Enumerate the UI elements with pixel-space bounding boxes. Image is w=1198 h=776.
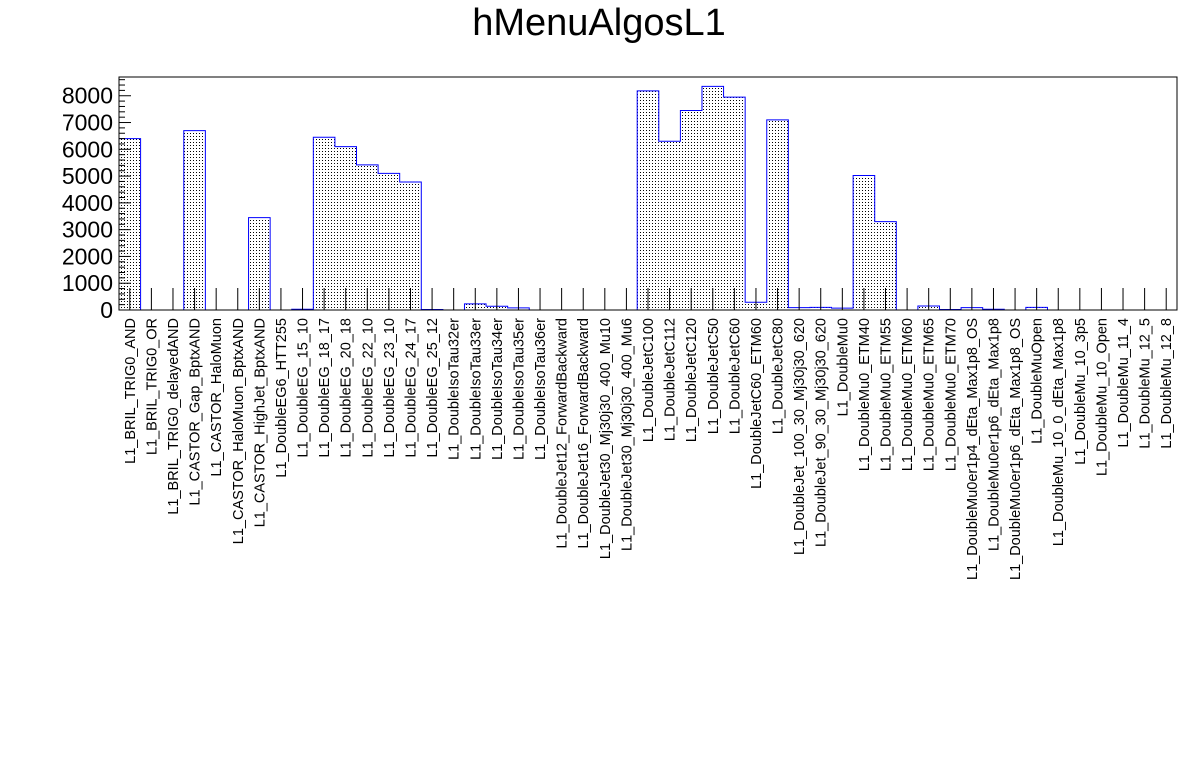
bar: [766, 119, 789, 310]
bar: [723, 97, 746, 310]
y-tick-label: 6000: [62, 136, 113, 162]
x-tick-label: L1_CASTOR_HighJet_BptxAND: [252, 318, 268, 527]
x-tick-label: L1_DoubleJet_100_30_Mj30j30_620: [792, 318, 808, 555]
y-tick-label: 7000: [62, 110, 113, 136]
x-tick-label: L1_DoubleMu0_ETM70: [943, 318, 959, 471]
y-tick-label: 4000: [62, 190, 113, 216]
chart-title: hMenuAlgosL1: [472, 2, 726, 44]
x-tick-label: L1_BRIL_TRIG0_AND: [123, 318, 139, 464]
y-tick-label: 3000: [62, 217, 113, 243]
bar: [658, 141, 681, 310]
x-tick-label: L1_DoubleIsoTau34er: [490, 318, 506, 460]
x-tick-label: L1_DoubleIsoTau35er: [511, 318, 527, 460]
x-tick-label: L1_DoubleJet12_ForwardBackward: [555, 318, 571, 549]
x-tick-label: L1_DoubleJetC100: [641, 318, 657, 442]
x-tick-label: L1_DoubleIsoTau32er: [447, 318, 463, 460]
x-tick-label: L1_BRIL_TRIG0_OR: [144, 318, 160, 455]
x-tick-label: L1_DoubleIsoTau33er: [468, 318, 484, 460]
bar: [680, 110, 702, 310]
bar: [399, 181, 422, 310]
bar: [378, 173, 400, 310]
x-tick-label: L1_DoubleMuOpen: [1030, 318, 1046, 444]
x-tick-label: L1_DoubleJetC120: [684, 318, 700, 442]
x-tick-label: L1_DoubleJet30_Mj30j30_400_Mu10: [598, 318, 614, 559]
x-tick-label: L1_DoubleEG_18_17: [317, 318, 333, 457]
x-tick-label: L1_DoubleJet16_ForwardBackward: [576, 318, 592, 549]
x-tick-label: L1_DoubleJetC112: [663, 318, 679, 441]
x-tick-label: L1_DoubleMu_10_3p5: [1073, 318, 1089, 465]
x-tick-label: L1_DoubleMu_12_8: [1159, 318, 1175, 449]
x-tick-label: L1_BRIL_TRIG0_delayedAND: [166, 318, 182, 515]
x-tick-label: L1_DoubleEG6_HTT255: [274, 318, 290, 478]
x-tick-label: L1_DoubleIsoTau36er: [533, 318, 549, 460]
x-tick-label: L1_DoubleMu0: [835, 318, 851, 416]
x-tick-label: L1_DoubleEG_23_10: [382, 318, 398, 457]
bar: [356, 164, 379, 310]
x-tick-label: L1_DoubleMu0_ETM60: [900, 318, 916, 471]
x-tick-label: L1_CASTOR_HaloMuon_BptxAND: [231, 318, 247, 544]
x-tick-label: L1_DoubleMu_10_Open: [1094, 318, 1110, 476]
x-tick-label: L1_DoubleJetC50: [706, 318, 722, 434]
x-tick-label: L1_DoubleMu0_ETM55: [879, 318, 895, 471]
y-tick-label: 0: [100, 297, 113, 323]
bar: [853, 175, 875, 310]
x-tick-label: L1_DoubleMu_12_5: [1138, 318, 1154, 449]
x-tick-label: L1_DoubleMu0_ETM40: [857, 318, 873, 471]
y-tick-label: 5000: [62, 163, 113, 189]
x-tick-label: L1_CASTOR_Gap_BptxAND: [188, 318, 204, 506]
x-tick-label: L1_DoubleJetC80: [771, 318, 787, 434]
x-tick-label: L1_DoubleMu_11_4: [1116, 318, 1132, 448]
x-tick-label: L1_DoubleMu0er1p4_dEta_Max1p8_OS: [965, 318, 981, 580]
x-tick-label: L1_CASTOR_HaloMuon: [209, 318, 225, 477]
x-tick-label: L1_DoubleJet_90_30_Mj30j30_620: [814, 318, 830, 547]
y-tick-label: 1000: [62, 270, 113, 296]
x-tick-labels-group: L1_BRIL_TRIG0_AND L1_BRIL_TRIG0_OR L1_BRIL…: [123, 318, 1175, 580]
bar: [637, 90, 659, 310]
x-tick-label: L1_DoubleEG_20_18: [339, 318, 355, 457]
bar: [313, 137, 335, 310]
x-tick-label: L1_DoubleEG_15_10: [296, 318, 312, 457]
bar: [874, 221, 897, 310]
x-tick-label: L1_DoubleJetC60: [727, 318, 743, 434]
bars-group: [119, 86, 1048, 310]
x-tick-label: L1_DoubleJetC60_ETM60: [749, 318, 765, 489]
x-tick-label: L1_DoubleJet30_Mj30j30_400_Mu6: [619, 318, 635, 551]
x-tick-label: L1_DoubleMu_10_0_dEta_Max1p8: [1051, 318, 1067, 546]
x-tick-label: L1_DoubleMu0er1p6_dEta_Max1p8_OS: [1008, 318, 1024, 580]
bar: [183, 130, 206, 310]
bar: [334, 146, 357, 310]
x-tick-label: L1_DoubleMu0er1p6_dEta_Max1p8: [986, 318, 1002, 551]
axes-group: [118, 76, 1178, 311]
x-tick-label: L1_DoubleMu0_ETM65: [922, 318, 938, 471]
bar: [701, 86, 724, 310]
x-tick-label: L1_DoubleEG_24_17: [403, 318, 419, 457]
x-tick-label: L1_DoubleEG_22_10: [360, 318, 376, 457]
y-tick-label: 8000: [62, 83, 113, 109]
x-tick-label: L1_DoubleEG_25_12: [425, 318, 441, 457]
y-tick-label: 2000: [62, 243, 113, 269]
bar: [248, 217, 271, 310]
